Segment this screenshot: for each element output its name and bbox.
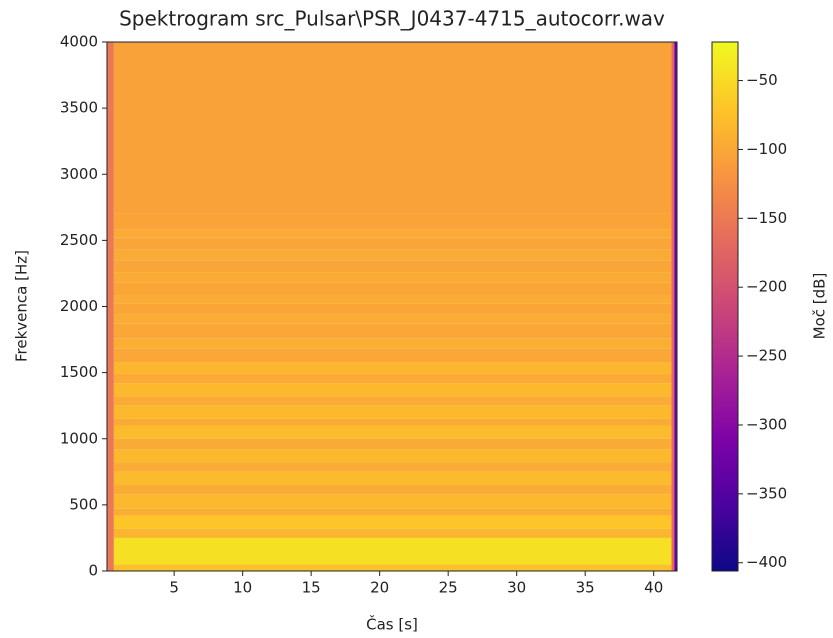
spectrogram-cell — [113, 314, 672, 324]
y-tick-label: 1000 — [60, 429, 98, 447]
colorbar-tick-label: −50 — [746, 71, 778, 89]
y-tick-label: 2500 — [60, 231, 98, 249]
spectrogram-cell — [113, 396, 672, 406]
colorbar-tick-label: −200 — [746, 278, 787, 296]
spectrogram-cell — [113, 537, 672, 565]
spectrogram-edge — [107, 42, 114, 571]
y-axis-label: Frekvenca [Hz] — [13, 250, 31, 362]
spectrogram-cell — [113, 338, 672, 349]
spectrogram-cell — [113, 260, 672, 273]
y-tick-label: 1500 — [60, 363, 98, 381]
spectrogram-cell — [113, 282, 672, 296]
x-tick-label: 40 — [644, 579, 663, 597]
x-tick-label: 15 — [302, 579, 321, 597]
y-tick-label: 3500 — [60, 99, 98, 117]
spectrogram-cell — [113, 348, 672, 363]
colorbar-tick-label: −250 — [746, 347, 787, 365]
y-tick-label: 500 — [69, 495, 98, 513]
spectrogram-cell — [113, 528, 672, 538]
spectrogram-cell — [113, 213, 672, 230]
spectrogram-cell — [113, 373, 672, 384]
colorbar-label: Moč [dB] — [811, 273, 829, 340]
colorbar-tick-label: −300 — [746, 415, 787, 433]
spectrogram-cell — [113, 237, 672, 250]
spectrogram-cell — [113, 362, 672, 374]
spectrogram-cell — [113, 462, 672, 472]
spectrogram-cell — [113, 564, 672, 571]
spectrogram-cell — [113, 383, 672, 397]
spectrogram-cell — [113, 418, 672, 426]
spectrogram-cell — [113, 438, 672, 450]
colorbar-tick-label: −400 — [746, 553, 787, 571]
colorbar-tick-label: −350 — [746, 484, 787, 502]
x-tick-label: 5 — [169, 579, 179, 597]
x-tick-label: 35 — [576, 579, 595, 597]
spectrogram-cell — [113, 449, 672, 463]
spectrogram-cell — [113, 323, 672, 339]
x-tick-label: 25 — [439, 579, 458, 597]
colorbar-tick-label: −150 — [746, 209, 787, 227]
spectrogram-cell — [113, 42, 672, 214]
colorbar — [711, 41, 739, 572]
colorbar-tick-label: −100 — [746, 140, 787, 158]
spectrogram-cell — [113, 494, 672, 509]
spectrogram-cell — [113, 303, 672, 315]
y-tick-label: 2000 — [60, 297, 98, 315]
spectrogram-cell — [113, 471, 672, 486]
spectrogram-cell — [113, 272, 672, 283]
y-tick-label: 4000 — [60, 33, 98, 51]
spectrogram-cell — [113, 485, 672, 495]
chart-title: Spektrogram src_Pulsar\PSR_J0437-4715_au… — [119, 7, 665, 31]
spectrogram-cell — [113, 405, 672, 419]
x-tick-label: 10 — [233, 579, 252, 597]
spectrogram-cell — [113, 425, 672, 439]
spectrogram-cell — [113, 508, 672, 516]
y-tick-label: 0 — [88, 562, 98, 580]
x-axis-label: Čas [s] — [366, 615, 418, 634]
spectrogram-cell — [113, 229, 672, 238]
spectrogram-cell — [113, 295, 672, 304]
spectrogram-edge — [674, 42, 677, 571]
x-tick-label: 30 — [507, 579, 526, 597]
spectrogram-cell — [113, 515, 672, 529]
x-tick-label: 20 — [370, 579, 389, 597]
y-tick-label: 3000 — [60, 165, 98, 183]
spectrogram-edge — [671, 42, 675, 571]
spectrogram-cell — [113, 249, 672, 261]
